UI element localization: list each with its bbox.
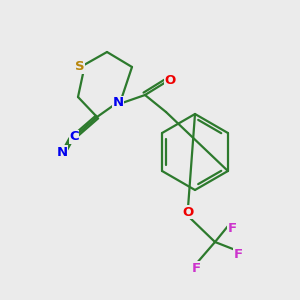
Text: F: F [191, 262, 201, 275]
Text: S: S [75, 61, 85, 74]
Text: N: N [112, 97, 124, 110]
Text: O: O [182, 206, 194, 218]
Text: F: F [233, 248, 243, 262]
Text: C: C [69, 130, 79, 143]
Text: O: O [164, 74, 175, 86]
Text: F: F [227, 221, 237, 235]
Text: N: N [56, 146, 68, 158]
